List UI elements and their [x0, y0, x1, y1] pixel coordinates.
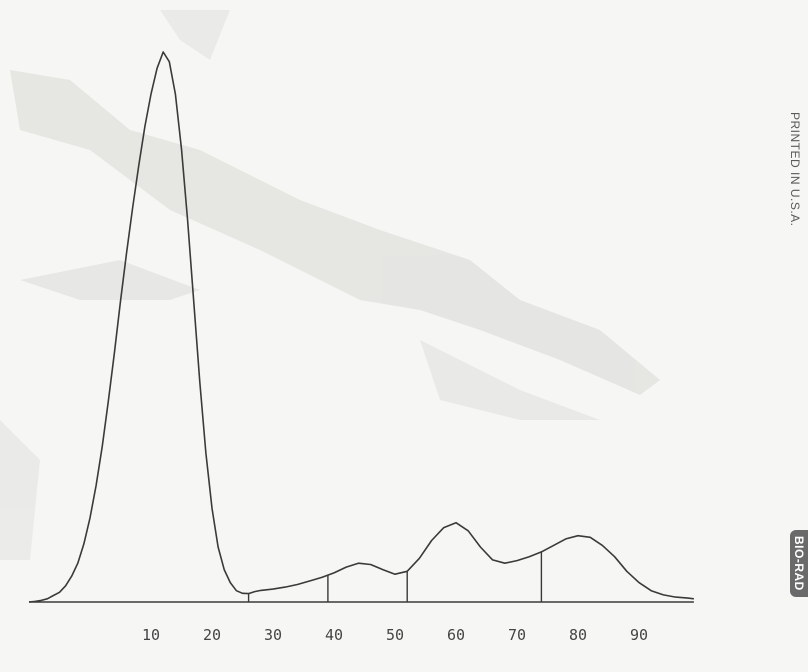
- x-tick-label: 90: [630, 626, 648, 644]
- x-tick-label: 60: [447, 626, 465, 644]
- x-tick-labels: 10 20 30 40 50 60 70 80 90: [142, 626, 648, 644]
- x-tick-label: 40: [325, 626, 343, 644]
- x-tick-label: 20: [203, 626, 221, 644]
- x-tick-label: 30: [264, 626, 282, 644]
- x-tick-label: 70: [508, 626, 526, 644]
- printed-in-usa-label: PRINTED IN U.S.A.: [788, 112, 802, 227]
- background-texture: [0, 10, 660, 560]
- x-tick-label: 10: [142, 626, 160, 644]
- x-tick-label: 50: [386, 626, 404, 644]
- bio-rad-logo: BIO-RAD: [790, 530, 808, 597]
- peak-dividers: [247, 551, 543, 602]
- x-tick-label: 80: [569, 626, 587, 644]
- densitometry-trace: [28, 51, 694, 603]
